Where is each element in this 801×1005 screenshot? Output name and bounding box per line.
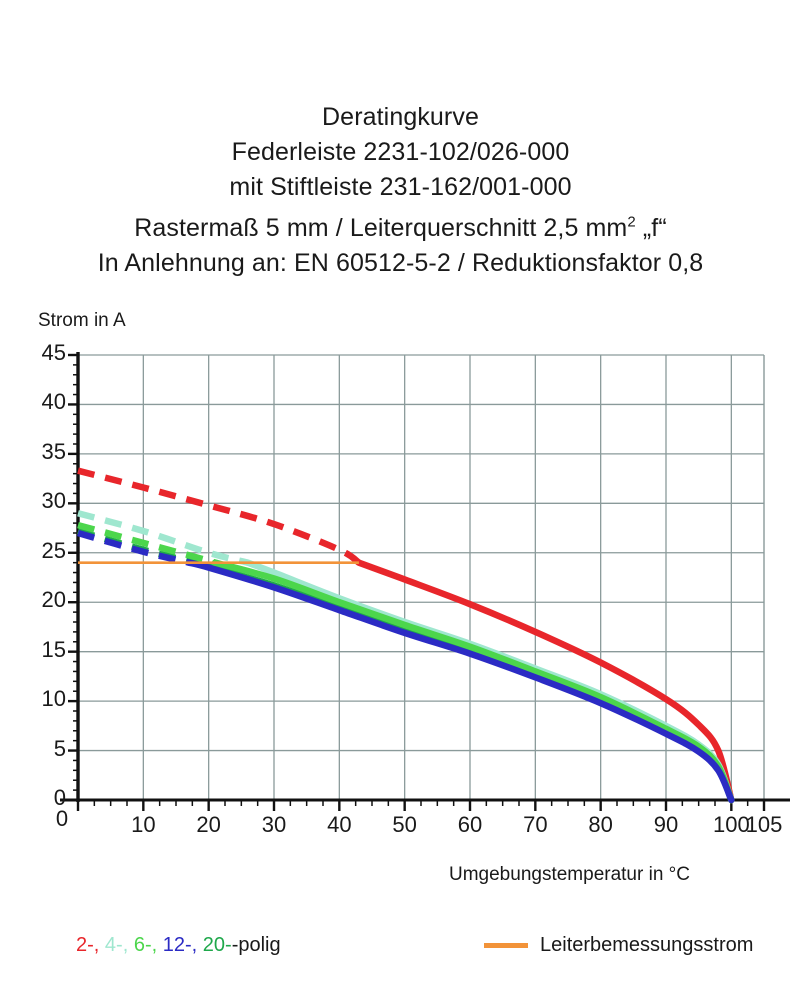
y-tick-label: 20 — [41, 587, 66, 613]
title-line-5: In Anlehnung an: EN 60512-5-2 / Reduktio… — [97, 249, 704, 278]
legend-separator: , — [191, 934, 203, 956]
legend-series-item-2: 2- — [76, 934, 94, 956]
title-line-1: Deratingkurve — [322, 103, 479, 131]
x-tick-label: 20 — [196, 812, 221, 837]
x-tick-label: 10 — [131, 812, 156, 837]
x-tick-label: 0 — [55, 806, 69, 831]
rated-current-label: Leiterbemessungsstrom — [540, 934, 754, 956]
series-line-solid-6-polig — [211, 559, 735, 804]
chart-title-block: Deratingkurve Federleiste 2231-102/026-0… — [0, 100, 801, 281]
x-tick-label: 50 — [392, 812, 417, 837]
x-tick-label: 90 — [653, 812, 679, 837]
legend-series-item-12: 12- — [162, 934, 192, 956]
rated-current-line-swatch — [484, 943, 528, 948]
legend-separator: , — [122, 934, 134, 956]
y-tick-label: 5 — [53, 735, 66, 761]
y-tick-label: 15 — [41, 636, 66, 662]
series-line-dashed-12-polig — [77, 529, 190, 566]
legend-separator: , — [93, 934, 105, 956]
y-tick-label: 35 — [41, 438, 66, 464]
y-tick-label: 0 — [53, 785, 66, 810]
legend-series-item-4: 4- — [104, 934, 123, 956]
x-tick-label: 30 — [261, 812, 287, 837]
x-tick-label: 40 — [327, 812, 352, 837]
x-tick-label: 70 — [523, 812, 548, 837]
x-tick-label: 100 — [712, 812, 750, 837]
legend-series-item-6: 6- — [133, 934, 152, 956]
legend-separator: , — [151, 934, 163, 956]
chart-legend: 2-, 4-, 6-, 12-, 20--polig Leiterbemessu… — [0, 934, 801, 968]
title-line-2: Federleiste 2231-102/026-000 — [231, 138, 570, 166]
x-tick-label: 105 — [745, 812, 783, 837]
title-line-3: mit Stiftleiste 231-162/001-000 — [229, 173, 572, 201]
series-line-solid-12-polig — [185, 559, 735, 804]
x-tick-label: 60 — [457, 812, 483, 837]
series-line-dashed-4-polig — [77, 510, 249, 566]
legend-series-polarity: 2-, 4-, 6-, 12-, 20--polig — [76, 934, 281, 957]
legend-series-item-20: 20- — [202, 934, 232, 956]
x-axis-title: Umgebungstemperatur in °C — [449, 864, 690, 885]
legend-rated-current: Leiterbemessungsstrom — [484, 934, 753, 957]
y-tick-label: 25 — [41, 537, 66, 563]
title-line-4: Rastermaß 5 mm / Leiterquerschnitt 2,5 m… — [0, 205, 801, 246]
legend-series-suffix: -polig — [231, 934, 281, 956]
series-line-dashed-6-polig — [77, 521, 220, 567]
x-tick-label: 80 — [588, 812, 613, 837]
series-line-solid-2-polig — [355, 559, 735, 804]
y-tick-label: 10 — [41, 686, 66, 712]
y-tick-label: 40 — [41, 389, 66, 415]
y-tick-label: 45 — [41, 340, 66, 365]
series-line-dashed-2-polig — [77, 467, 361, 566]
y-tick-label: 30 — [41, 488, 66, 514]
title-line-4-text: Rastermaß 5 mm / Leiterquerschnitt 2,5 m… — [134, 214, 667, 243]
y-axis-title: Strom in A — [38, 310, 126, 331]
